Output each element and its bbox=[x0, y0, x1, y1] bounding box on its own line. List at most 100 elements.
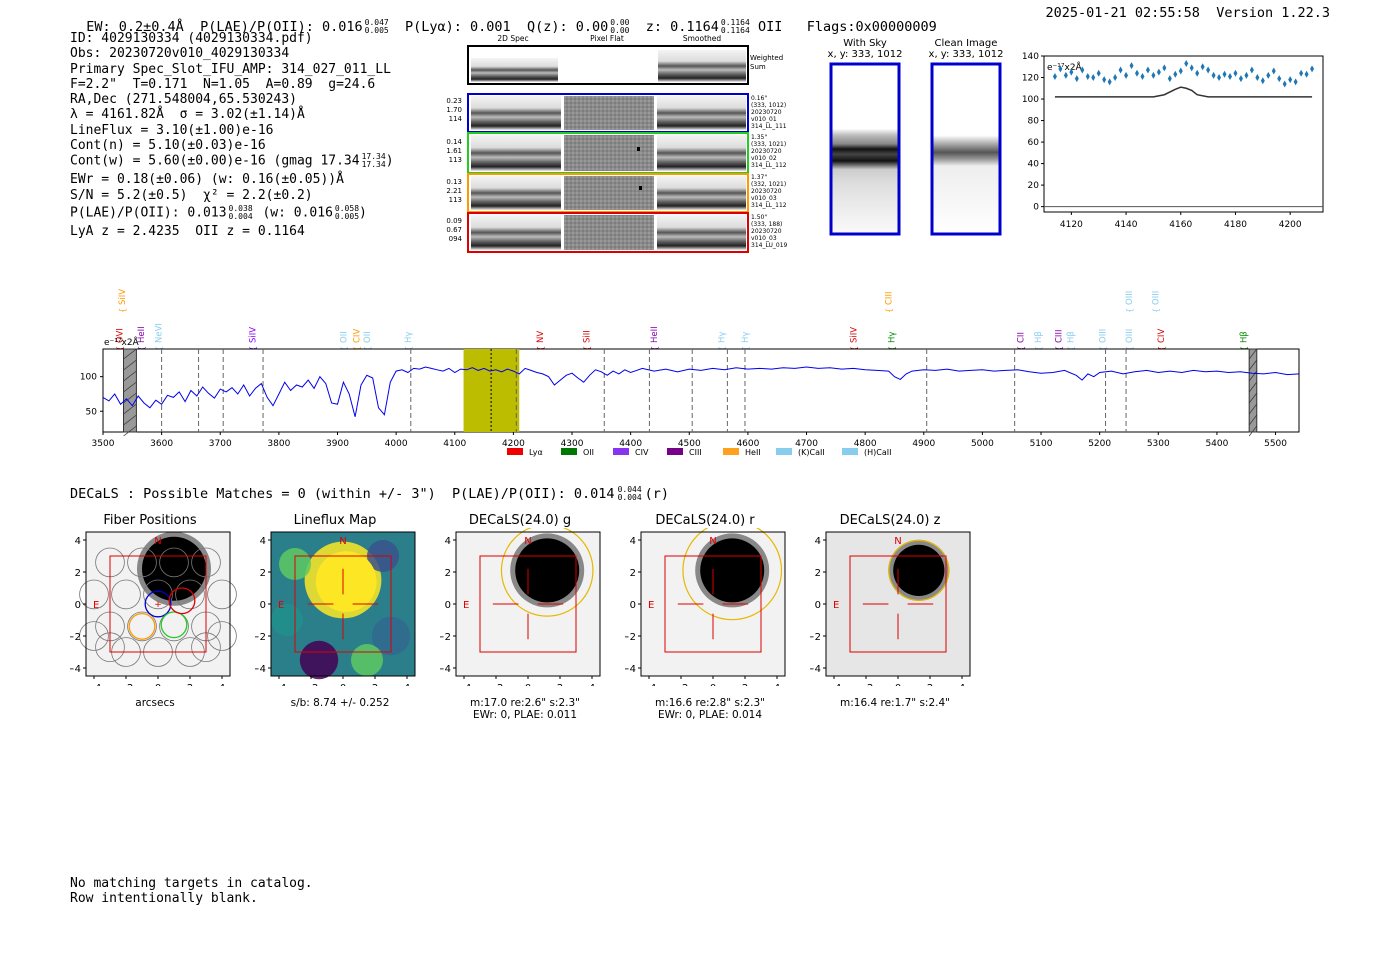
spec-line-brace: { bbox=[137, 346, 146, 351]
aperture-box bbox=[109, 555, 207, 653]
spec-line-label: Hβ bbox=[1034, 331, 1044, 343]
with-sky-image bbox=[829, 62, 901, 236]
weighted-label: Weighted Sum bbox=[750, 54, 784, 71]
fiber-circle bbox=[79, 579, 109, 610]
zoom-frame bbox=[1043, 55, 1324, 213]
zoom-data-point bbox=[1277, 75, 1282, 83]
sky-images bbox=[829, 62, 1002, 236]
zoom-data-point bbox=[1222, 70, 1227, 78]
spec-line-brace: { bbox=[650, 346, 659, 351]
zoom-data-point bbox=[1145, 66, 1150, 74]
zoom-data-point bbox=[1151, 71, 1156, 79]
map-ytick-label: −2 bbox=[70, 632, 81, 643]
zoom-data-point bbox=[1080, 66, 1085, 74]
spec-line-brace: { bbox=[339, 346, 348, 351]
map-caption-line2: EWr: 0, PLAE: 0.014 bbox=[657, 709, 763, 721]
zoom-data-point bbox=[1167, 75, 1172, 83]
legend-label: Lyα bbox=[529, 448, 543, 457]
clean-image bbox=[930, 62, 1002, 236]
spec-xtick-label: 5000 bbox=[971, 439, 994, 449]
map-caption-line1: s/b: 8.74 +/- 0.252 bbox=[290, 697, 390, 709]
spec-line-brace: { bbox=[718, 346, 727, 351]
zoom-data-point bbox=[1102, 76, 1107, 84]
plae-value: P(LAE)/P(OII): 0.016 bbox=[200, 19, 363, 35]
map-ytick-label: −4 bbox=[255, 664, 266, 675]
legend-swatch bbox=[723, 448, 739, 455]
spec-line-label: Hγ bbox=[741, 332, 751, 343]
zoom-data-point bbox=[1206, 66, 1211, 74]
fiber-highlight bbox=[128, 612, 156, 640]
map-title: DECaLS(24.0) g bbox=[468, 513, 572, 528]
decals-text: DECaLS : Possible Matches = 0 (within +/… bbox=[70, 486, 615, 502]
zoom-ytick-label: 40 bbox=[1028, 160, 1040, 170]
spec-line-label: OIII bbox=[1125, 329, 1135, 343]
spec-line-brace: { bbox=[1151, 308, 1160, 313]
info-lineflux: LineFlux = 3.10(±1.00)e-16 bbox=[70, 122, 274, 138]
zoom-data-point bbox=[1282, 80, 1287, 88]
map-xtick-label: 4 bbox=[959, 683, 965, 686]
spec-line-label: Hβ bbox=[1239, 331, 1249, 343]
ew-value: EW: 0.2±0.4Å bbox=[86, 19, 184, 35]
zoom-data-point bbox=[1184, 60, 1189, 68]
map-ytick-label: −2 bbox=[440, 632, 451, 643]
fiber-circle bbox=[159, 547, 189, 578]
zoom-data-point bbox=[1195, 69, 1200, 77]
zoom-data-point bbox=[1074, 75, 1079, 83]
contw-lo: 17.34 bbox=[361, 160, 386, 170]
zoom-data-point bbox=[1096, 69, 1101, 77]
spec-xtick-label: 5500 bbox=[1264, 439, 1287, 449]
info-ewr: EWr = 0.18(±0.06) (w: 0.16(±0.05))Å bbox=[70, 172, 344, 188]
spec-line-label: HeII bbox=[137, 326, 147, 343]
fiber-circle bbox=[79, 621, 109, 651]
spec-ytick-label: 50 bbox=[86, 407, 98, 417]
map-ytick-label: 0 bbox=[75, 600, 81, 611]
zoom-data-point bbox=[1052, 72, 1057, 80]
z-value: z: 0.1164 bbox=[645, 19, 719, 35]
full-spectrum: OVI{SiIV{HeII{NeVI{SiIV{OII{CIV{OII{Hγ{N… bbox=[80, 289, 1300, 457]
spec-xtick-label: 5300 bbox=[1147, 439, 1170, 449]
spec-line-brace: { bbox=[249, 346, 258, 351]
aperture-box bbox=[664, 555, 762, 653]
row3-left: 0.13 2.21 113 bbox=[446, 178, 462, 204]
spec-xtick-label: 4000 bbox=[385, 439, 408, 449]
spec-mask-hatch bbox=[123, 359, 137, 371]
with-sky-title: With Sky bbox=[843, 38, 887, 49]
map-xtick-label: 4 bbox=[219, 683, 225, 686]
east-label: E bbox=[93, 600, 99, 611]
row1-right: 0.16" (333, 1012) 20230720 v010_01 314_LL_11… bbox=[751, 95, 787, 130]
map-title: DECaLS(24.0) z bbox=[839, 513, 941, 528]
zoom-data-point bbox=[1129, 62, 1134, 70]
zoom-data-point bbox=[1293, 78, 1298, 86]
map-xtick-label: −4 bbox=[827, 683, 842, 686]
cutout-row-1 bbox=[467, 93, 749, 133]
source-ellipse bbox=[888, 539, 950, 601]
cutout-row-3 bbox=[467, 173, 749, 213]
map-xtick-label: 0 bbox=[340, 683, 346, 686]
z-hi: 0.1164 bbox=[720, 18, 750, 27]
zoom-data-point bbox=[1140, 72, 1145, 80]
info-plae-lo: 0.004 bbox=[228, 211, 253, 221]
spec-xtick-label: 5200 bbox=[1088, 439, 1111, 449]
fiber-circle bbox=[143, 579, 173, 610]
zoom-data-point bbox=[1118, 66, 1123, 74]
legend-swatch bbox=[776, 448, 792, 455]
spec-line-label: HeII bbox=[650, 326, 660, 343]
info-plae-hi: 0.038 bbox=[228, 203, 253, 213]
spec-mask-hatch bbox=[123, 403, 137, 415]
zoom-data-point bbox=[1249, 66, 1254, 74]
map-caption: s/b: 8.74 +/- 0.252 bbox=[260, 697, 420, 709]
spec-line-label: CIII bbox=[1055, 330, 1065, 343]
spec-xtick-label: 4200 bbox=[502, 439, 525, 449]
map-ytick-label: 2 bbox=[815, 568, 821, 579]
legend-swatch bbox=[561, 448, 577, 455]
zoom-xtick-label: 4200 bbox=[1279, 220, 1302, 230]
zoom-yticks: 140 120 100 80 60 40 20 0 bbox=[1022, 52, 1044, 213]
aperture-box bbox=[849, 555, 947, 653]
map-ytick-label: 4 bbox=[630, 536, 636, 547]
fiber-circle bbox=[207, 621, 237, 651]
spec-line-brace: { bbox=[404, 346, 413, 351]
row2-left: 0.14 1.61 113 bbox=[446, 138, 462, 164]
map-panel-2: N E 4 2 0 −2 −4 −4 −2 0 2 4 bbox=[255, 531, 416, 686]
source-ellipse bbox=[500, 528, 594, 617]
